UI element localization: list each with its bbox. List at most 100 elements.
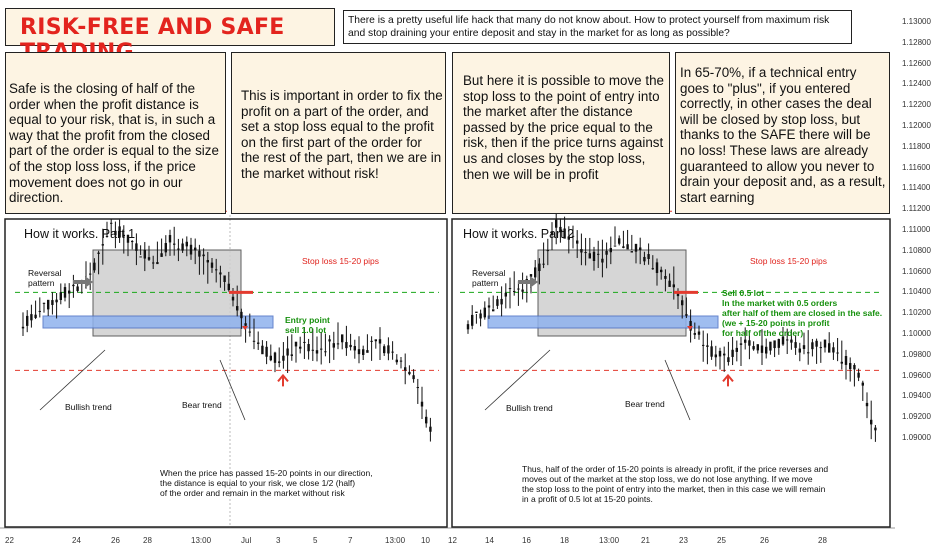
candle-body bbox=[588, 253, 591, 259]
candle-body bbox=[72, 284, 75, 287]
y-tick-label: 1.11800 bbox=[902, 141, 931, 151]
candle-body bbox=[231, 296, 235, 301]
x-tick-label: 24 bbox=[72, 536, 81, 545]
candle-body bbox=[857, 372, 860, 378]
candle-body bbox=[513, 291, 516, 293]
x-tick-label: 13:00 bbox=[599, 536, 620, 545]
candle-body bbox=[660, 269, 663, 273]
candle-body bbox=[710, 346, 713, 357]
candle-body bbox=[290, 354, 293, 356]
candle-body bbox=[571, 235, 575, 237]
x-tick-label: 22 bbox=[5, 536, 14, 545]
y-tick-label: 1.11600 bbox=[902, 162, 931, 172]
x-tick-label: 13:00 bbox=[385, 536, 406, 545]
candle-body bbox=[853, 365, 856, 370]
panel-2-note: Thus, half of the order of 15-20 points … bbox=[522, 464, 829, 504]
candle-body bbox=[609, 248, 612, 253]
candle-body bbox=[345, 342, 348, 349]
candle-body bbox=[425, 416, 428, 424]
candle-body bbox=[655, 262, 659, 274]
y-tick-label: 1.12800 bbox=[902, 37, 931, 47]
candle-body bbox=[559, 226, 562, 233]
candle-body bbox=[236, 306, 239, 311]
candle-body bbox=[697, 331, 701, 335]
candle-body bbox=[592, 251, 596, 261]
panel-1-title: How it works. Part 1 bbox=[24, 227, 136, 241]
candle-body bbox=[227, 283, 230, 291]
candle-body bbox=[181, 243, 184, 251]
candle-body bbox=[118, 226, 121, 238]
candle-body bbox=[828, 343, 831, 353]
candle-body bbox=[252, 340, 256, 342]
candle-body bbox=[815, 340, 818, 347]
candle-body bbox=[735, 347, 738, 352]
candle-body bbox=[147, 257, 151, 260]
candle-body bbox=[836, 352, 839, 354]
candle-body bbox=[840, 361, 843, 364]
candle-body bbox=[257, 342, 260, 344]
candle-body bbox=[198, 250, 201, 257]
candle-body bbox=[63, 287, 67, 298]
explanation-text-4: In 65-70%, if a technical entry goes to … bbox=[680, 65, 886, 205]
candle-body bbox=[496, 299, 499, 306]
x-tick-label: 16 bbox=[522, 536, 531, 545]
candle-body bbox=[332, 343, 335, 348]
bullish-arrow-line bbox=[484, 349, 551, 411]
candle-body bbox=[622, 246, 625, 248]
candle-body bbox=[685, 314, 688, 316]
candle-body bbox=[68, 290, 71, 294]
intro-box: There is a pretty useful life hack that … bbox=[343, 10, 852, 44]
x-tick-label: 14 bbox=[485, 536, 494, 545]
explanation-box-3: But here it is possible to move the stop… bbox=[452, 52, 670, 214]
candle-body bbox=[383, 346, 386, 354]
candle-body bbox=[727, 357, 730, 363]
candle-body bbox=[202, 254, 205, 257]
candle-body bbox=[765, 346, 768, 354]
entry-arrow-icon bbox=[242, 326, 248, 330]
candle-body bbox=[672, 284, 675, 288]
candle-body bbox=[55, 299, 58, 303]
explanation-text-1: Safe is the closing of half of the order… bbox=[9, 81, 219, 206]
candle-body bbox=[605, 250, 608, 255]
candle-body bbox=[240, 311, 243, 319]
candle-body bbox=[315, 350, 319, 354]
candle-body bbox=[567, 236, 570, 240]
candle-body bbox=[538, 263, 541, 272]
candle-body bbox=[185, 241, 188, 247]
y-tick-label: 1.12000 bbox=[902, 121, 931, 130]
candle-body bbox=[681, 300, 684, 306]
y-tick-label: 1.10000 bbox=[902, 329, 931, 338]
candle-body bbox=[601, 258, 604, 263]
candle-body bbox=[748, 340, 751, 346]
candle-body bbox=[206, 259, 209, 263]
candle-body bbox=[135, 243, 138, 251]
entry-arrow-icon bbox=[687, 326, 693, 330]
y-tick-label: 1.09200 bbox=[902, 412, 931, 422]
candle-body bbox=[466, 324, 470, 330]
y-tick-label: 1.11400 bbox=[902, 183, 931, 193]
candle-body bbox=[823, 339, 827, 348]
candle-body bbox=[718, 350, 722, 357]
explanation-box-4: In 65-70%, if a technical entry goes to … bbox=[675, 52, 890, 214]
candle-body bbox=[282, 355, 285, 361]
explanation-text-2: This is important in order to fix the pr… bbox=[241, 88, 443, 181]
target-arrow-icon bbox=[277, 373, 289, 387]
candle-body bbox=[479, 313, 482, 319]
candle-body bbox=[865, 402, 869, 407]
candle-body bbox=[34, 314, 37, 318]
candle-body bbox=[357, 349, 361, 355]
candle-body bbox=[215, 269, 218, 271]
candle-body bbox=[874, 427, 877, 431]
candle-body bbox=[177, 248, 180, 250]
candle-body bbox=[76, 286, 79, 291]
candle-body bbox=[416, 387, 419, 389]
y-tick-label: 1.12600 bbox=[902, 58, 931, 68]
intro-text: There is a pretty useful life hack that … bbox=[348, 15, 830, 39]
panel-1-entry-label: Entry point sell 1.0 lot bbox=[285, 315, 330, 335]
candle-body bbox=[366, 350, 369, 353]
explanation-box-2: This is important in order to fix the pr… bbox=[231, 52, 446, 214]
title-box: RISK-FREE AND SAFE TRADING bbox=[5, 8, 335, 65]
candle-body bbox=[261, 345, 264, 355]
y-tick-label: 1.10200 bbox=[902, 308, 931, 318]
candle-body bbox=[269, 355, 272, 361]
